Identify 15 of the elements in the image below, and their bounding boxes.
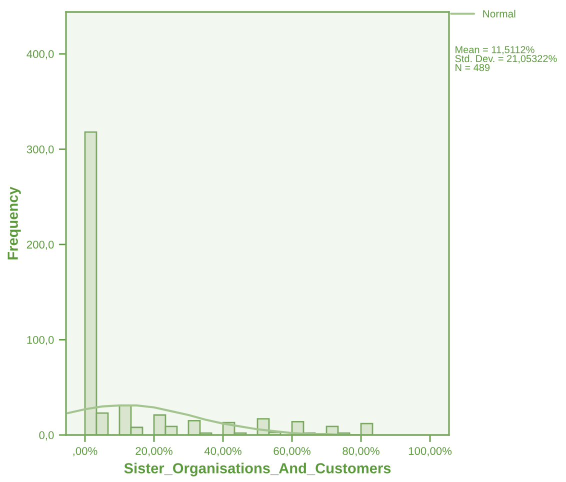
text: Mean = 11,5112% Std. Dev. = 21,05322% N = 489: [455, 46, 557, 72]
x-tick-label: 60,00%: [274, 447, 310, 456]
x-tick-label: 40,00%: [204, 447, 242, 456]
x-tick-label: 100,00%: [408, 447, 452, 456]
x-tick-label: 20,00%: [136, 447, 172, 456]
y-tick-label: 200,0: [26, 240, 54, 250]
y-tick-label: 0,0: [39, 431, 54, 440]
y-tick-label: 100,0: [27, 336, 54, 346]
y-axis-title: Frequency: [8, 186, 21, 260]
legend-label: Normal: [483, 10, 516, 18]
y-tick-label: 400,0: [26, 50, 54, 60]
x-tick-label: ,00%: [73, 447, 98, 456]
y-tick-label: 300,0: [26, 145, 54, 155]
x-tick-label: 80,00%: [342, 447, 380, 456]
x-axis-title: Sister_Organisations_And_Customers: [124, 462, 391, 476]
